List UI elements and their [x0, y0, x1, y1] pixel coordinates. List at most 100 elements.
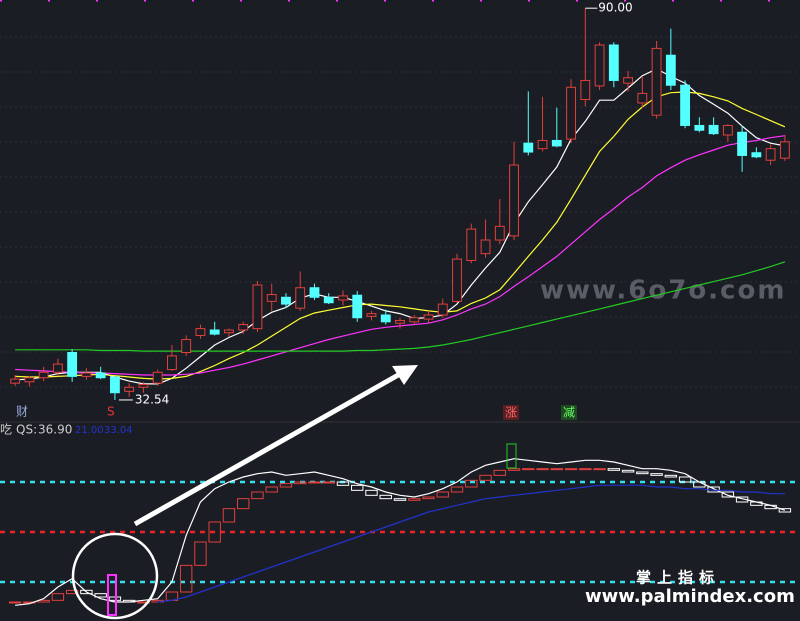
candle-body — [366, 313, 377, 317]
box — [379, 494, 392, 500]
candle-body — [67, 352, 78, 377]
box — [564, 468, 578, 471]
candle-body — [494, 225, 505, 241]
highlight-circle — [71, 532, 159, 620]
box — [579, 468, 592, 471]
box — [8, 601, 22, 604]
indicator-fragment: 吃 — [0, 423, 12, 437]
box — [51, 593, 65, 601]
candle-body — [523, 142, 534, 153]
candle-body — [594, 44, 605, 87]
candle-body — [651, 47, 662, 116]
box — [650, 473, 663, 476]
indicator-extra: 33.04 — [104, 425, 133, 436]
box — [251, 491, 264, 500]
arrow-shaft — [133, 371, 402, 527]
candle-body — [167, 355, 177, 371]
box — [621, 469, 635, 473]
signal-bg — [561, 405, 577, 420]
box — [636, 471, 649, 475]
box — [236, 498, 250, 510]
box — [365, 489, 378, 496]
box — [436, 491, 449, 498]
box — [664, 474, 678, 478]
signal-label: S — [107, 405, 115, 419]
box — [322, 481, 335, 484]
box — [179, 564, 193, 593]
candle-body — [95, 372, 106, 379]
box — [208, 521, 221, 543]
candle-body — [623, 77, 633, 84]
candle-body — [81, 372, 92, 377]
box — [550, 468, 564, 471]
indicator-line — [157, 484, 785, 603]
box — [507, 468, 521, 471]
low-label: 32.54 — [135, 392, 169, 406]
candle-body — [309, 287, 320, 298]
candle-body — [509, 164, 519, 237]
candle-body — [238, 324, 249, 331]
box — [479, 474, 492, 481]
indicator-value: 36.90 — [38, 423, 72, 437]
box — [351, 484, 364, 491]
signal-label: 减 — [563, 406, 575, 420]
candle-body — [537, 139, 548, 150]
candle-body — [181, 339, 192, 353]
candle-body — [480, 239, 491, 255]
candle-body — [665, 54, 676, 86]
box — [536, 468, 549, 471]
box — [607, 468, 621, 471]
candle-body — [24, 377, 35, 383]
box — [222, 508, 236, 523]
watermark-site: www.6o7o.com — [540, 276, 786, 306]
candle-body — [737, 131, 748, 156]
candle-body — [423, 314, 434, 320]
candle-body — [637, 92, 648, 104]
watermark-brand: 掌上指标 — [636, 569, 720, 587]
indicator-label: QS: — [16, 423, 37, 437]
box — [721, 491, 735, 498]
box — [23, 601, 36, 604]
candle-body — [38, 371, 49, 379]
box — [308, 481, 321, 484]
arrow-head — [392, 365, 418, 385]
candle-body — [109, 376, 120, 394]
candle-body — [551, 139, 562, 147]
box — [465, 479, 478, 488]
box — [778, 508, 792, 513]
candle-body — [281, 296, 291, 305]
box — [593, 468, 606, 471]
candle-body — [124, 386, 135, 392]
box — [294, 481, 307, 485]
box — [450, 486, 464, 493]
candle-body — [765, 148, 776, 161]
candle-body — [338, 295, 348, 301]
candle-body — [52, 363, 63, 373]
candle-body — [694, 124, 705, 131]
candle-body — [195, 328, 206, 336]
box — [493, 469, 506, 476]
candle-body — [680, 84, 691, 126]
candle-body — [395, 319, 405, 324]
candle-body — [608, 44, 619, 81]
candle-body — [452, 258, 462, 302]
candle-body — [266, 294, 277, 302]
candle-body — [252, 284, 263, 330]
box — [65, 589, 79, 595]
candle-body — [779, 141, 790, 159]
signal-bar — [107, 574, 117, 616]
candle-body — [10, 378, 21, 384]
candle-body — [722, 124, 733, 136]
ma-line — [15, 261, 786, 352]
box — [393, 498, 407, 501]
signal-label: 财 — [16, 405, 28, 419]
candle-body — [466, 228, 477, 261]
candle-body — [295, 287, 306, 309]
box — [678, 476, 692, 483]
indicator-extra: 21.00 — [75, 425, 104, 436]
candle-body — [751, 152, 762, 158]
candle-body — [409, 317, 420, 323]
watermark-url: www.palmindex.com — [585, 586, 795, 607]
